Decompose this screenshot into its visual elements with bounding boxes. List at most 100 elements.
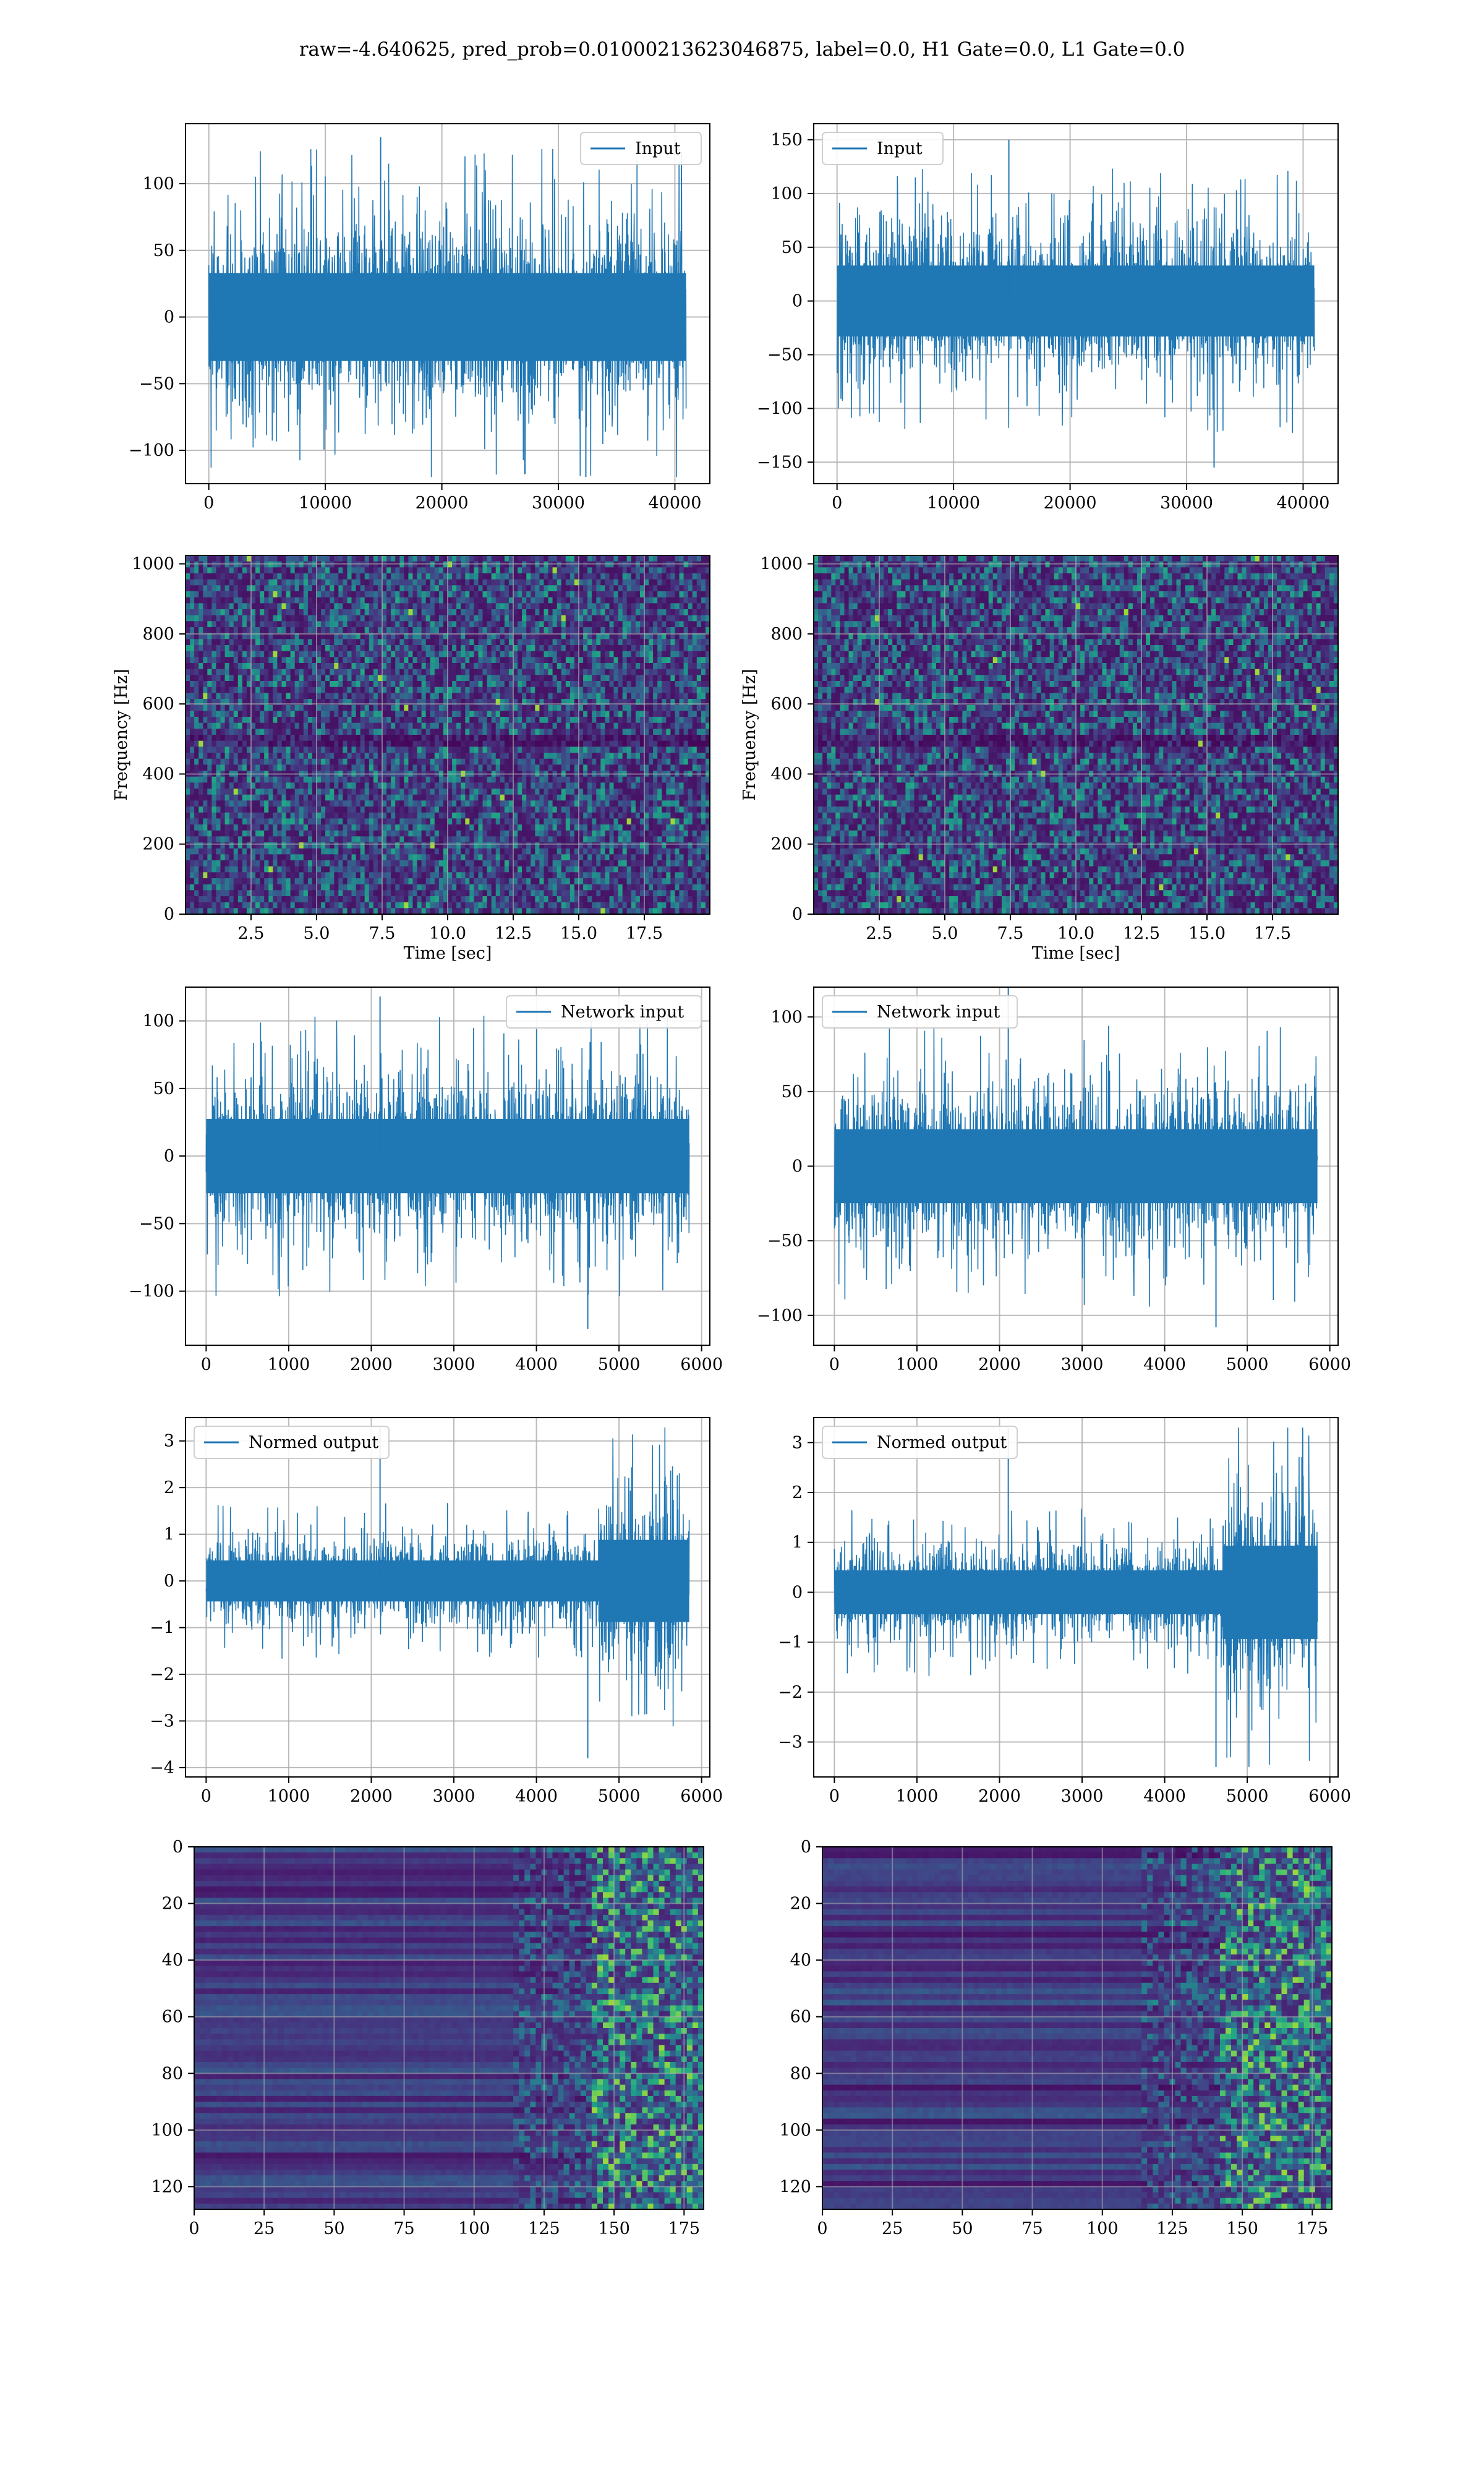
spectrogram-cell xyxy=(194,729,199,735)
spectrogram-cell xyxy=(290,573,296,580)
spectrogram-cell xyxy=(478,693,484,700)
spectrogram-cell xyxy=(186,633,190,640)
spectrogram-cell xyxy=(277,747,283,753)
spectrogram-cell xyxy=(535,794,540,801)
spectrogram-cell xyxy=(290,585,296,592)
spectrogram-cell xyxy=(233,609,239,616)
spectrogram-cell xyxy=(675,561,680,568)
spectrogram-cell xyxy=(347,735,352,742)
spectrogram-cell xyxy=(696,639,702,646)
spectrogram-cell xyxy=(421,704,427,711)
spectrogram-cell xyxy=(299,729,304,735)
spectrogram-cell xyxy=(692,669,697,675)
spectrogram-cell xyxy=(404,717,409,724)
spectrogram-cell xyxy=(325,555,330,562)
spectrogram-cell xyxy=(412,675,418,682)
spectrogram-cell xyxy=(303,776,309,783)
spectrogram-cell xyxy=(556,747,562,753)
spectrogram-cell xyxy=(443,776,448,783)
spectrogram-cell xyxy=(469,789,474,795)
spectrogram-cell xyxy=(561,753,566,760)
spectrogram-cell xyxy=(220,585,226,592)
spectrogram-cell xyxy=(347,555,352,562)
spectrogram-cell xyxy=(600,704,605,711)
spectrogram-cell xyxy=(233,579,239,586)
spectrogram-cell xyxy=(605,579,610,586)
spectrogram-cell xyxy=(544,579,549,586)
spectrogram-cell xyxy=(544,729,549,735)
spectrogram-cell xyxy=(351,753,357,760)
spectrogram-cell xyxy=(701,567,706,574)
spectrogram-cell xyxy=(448,711,453,717)
spectrogram-cell xyxy=(203,669,208,675)
spectrogram-cell xyxy=(334,645,339,652)
spectrogram-cell xyxy=(425,591,431,598)
spectrogram-cell xyxy=(565,789,571,795)
spectrogram-cell xyxy=(522,651,527,657)
spectrogram-cell xyxy=(705,627,710,634)
spectrogram-cell xyxy=(513,663,518,670)
spectrogram-cell xyxy=(587,585,592,592)
spectrogram-cell xyxy=(360,740,365,747)
spectrogram-cell xyxy=(618,699,623,706)
spectrogram-cell xyxy=(290,597,296,604)
spectrogram-cell xyxy=(286,735,291,742)
spectrogram-cell xyxy=(430,717,435,724)
spectrogram-cell xyxy=(404,567,409,574)
spectrogram-cell xyxy=(644,657,649,664)
spectrogram-cell xyxy=(317,764,322,771)
spectrogram-cell xyxy=(325,711,330,717)
spectrogram-cell xyxy=(347,776,352,783)
spectrogram-cell xyxy=(330,687,335,693)
spectrogram-cell xyxy=(264,651,269,657)
spectrogram-cell xyxy=(216,639,221,646)
spectrogram-cell xyxy=(408,681,414,688)
spectrogram-cell xyxy=(260,722,265,729)
spectrogram-cell xyxy=(255,704,260,711)
spectrogram-cell xyxy=(662,567,667,574)
spectrogram-cell xyxy=(605,681,610,688)
spectrogram-cell xyxy=(504,585,510,592)
spectrogram-cell xyxy=(662,729,667,735)
spectrogram-cell xyxy=(701,597,706,604)
spectrogram-cell xyxy=(574,603,579,610)
spectrogram-cell xyxy=(666,747,671,753)
spectrogram-cell xyxy=(448,591,453,598)
spectrogram-cell xyxy=(246,645,252,652)
spectrogram-cell xyxy=(556,627,562,634)
spectrogram-cell xyxy=(307,657,313,664)
spectrogram-cell xyxy=(465,663,470,670)
spectrogram-cell xyxy=(518,776,522,783)
spectrogram-cell xyxy=(526,573,531,580)
spectrogram-cell xyxy=(347,597,352,604)
spectrogram-cell xyxy=(277,782,283,789)
spectrogram-cell xyxy=(596,639,601,646)
spectrogram-cell xyxy=(605,609,610,616)
spectrogram-cell xyxy=(583,639,588,646)
spectrogram-cell xyxy=(421,663,427,670)
spectrogram-cell xyxy=(565,657,571,664)
spectrogram-cell xyxy=(465,645,470,652)
spectrogram-cell xyxy=(347,585,352,592)
spectrogram-cell xyxy=(186,621,190,628)
spectrogram-cell xyxy=(513,735,518,742)
spectrogram-cell xyxy=(312,699,317,706)
spectrogram-cell xyxy=(670,699,676,706)
spectrogram-cell xyxy=(531,782,535,789)
spectrogram-cell xyxy=(334,621,339,628)
spectrogram-cell xyxy=(465,735,470,742)
spectrogram-cell xyxy=(277,663,283,670)
spectrogram-cell xyxy=(229,591,234,598)
spectrogram-cell xyxy=(666,567,671,574)
spectrogram-cell xyxy=(277,681,283,688)
spectrogram-cell xyxy=(417,627,422,634)
spectrogram-cell xyxy=(469,615,474,622)
spectrogram-cell xyxy=(596,621,601,628)
spectrogram-cell xyxy=(251,579,256,586)
spectrogram-cell xyxy=(207,699,212,706)
spectrogram-cell xyxy=(430,735,435,742)
spectrogram-cell xyxy=(425,603,431,610)
spectrogram-cell xyxy=(190,704,195,711)
spectrogram-cell xyxy=(190,657,195,664)
spectrogram-cell xyxy=(544,740,549,747)
